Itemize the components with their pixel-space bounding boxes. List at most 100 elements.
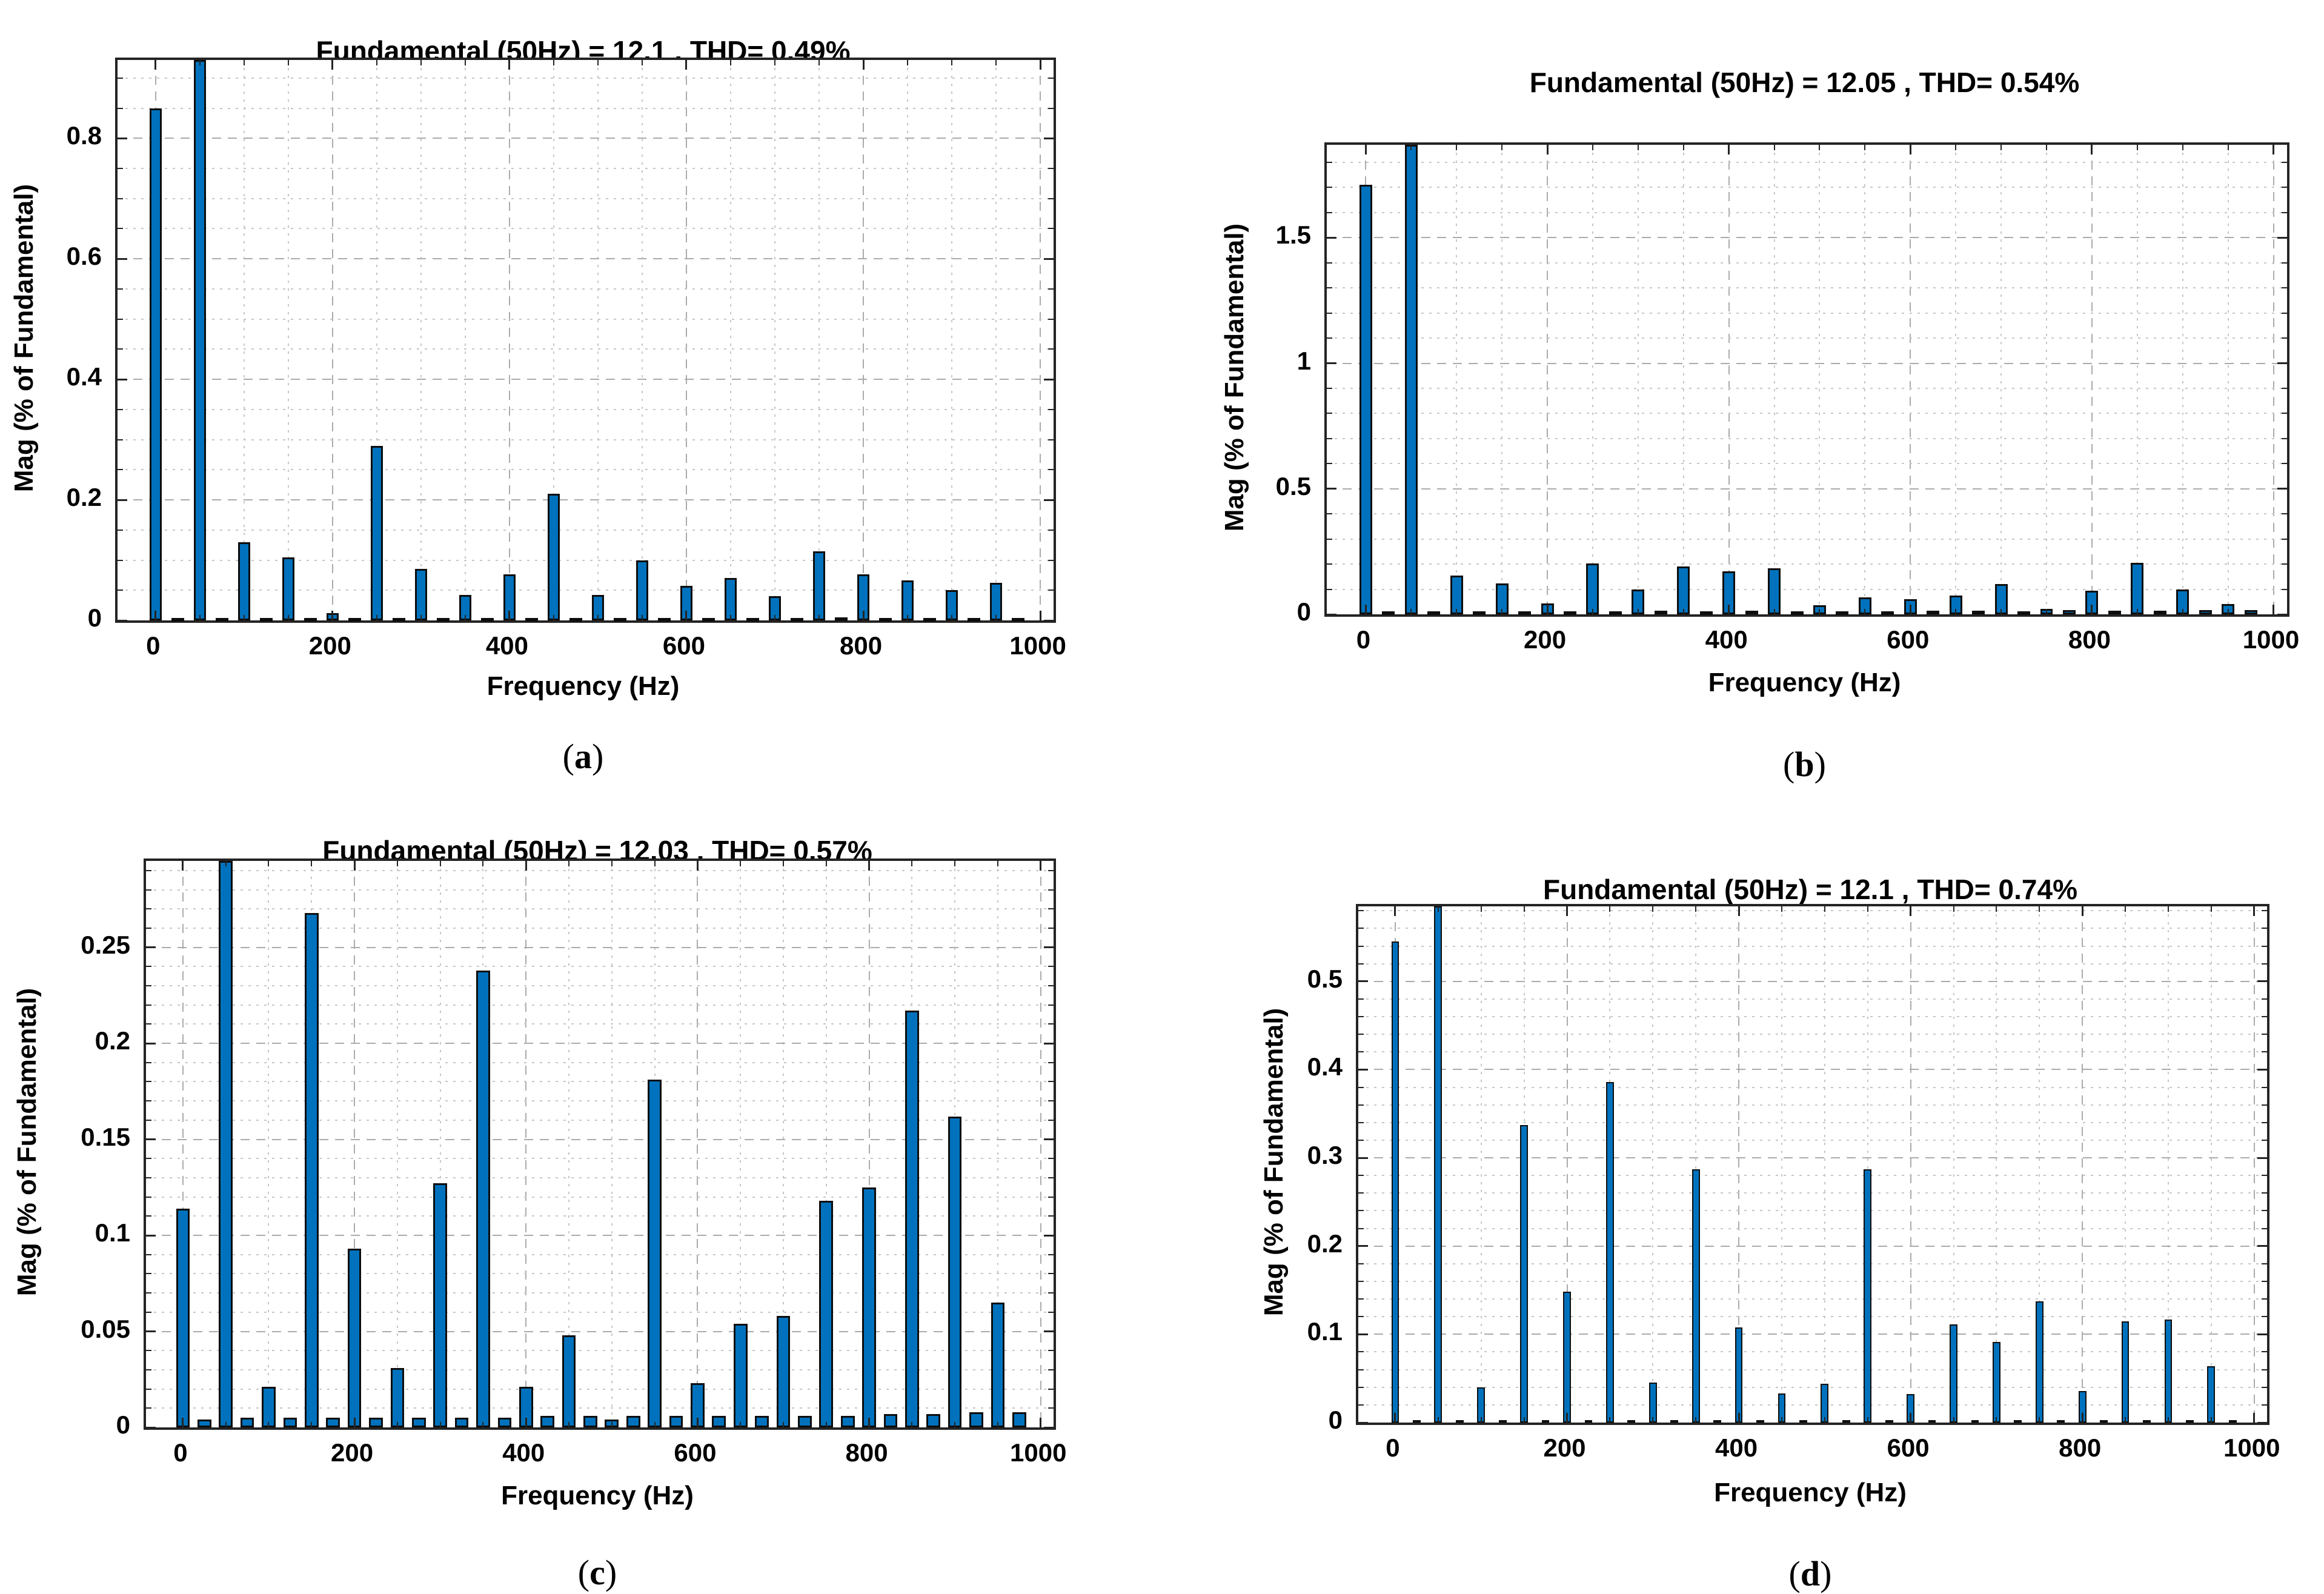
- tick-mark: [951, 60, 953, 65]
- tick-mark: [685, 60, 688, 70]
- bar: [1391, 941, 1399, 1423]
- tick-mark: [118, 257, 127, 260]
- tick-mark: [1824, 906, 1825, 912]
- gridline-y-minor: [1358, 1104, 2267, 1106]
- tick-mark: [954, 1422, 956, 1427]
- tick-mark: [907, 615, 909, 620]
- tick-mark: [1592, 609, 1593, 614]
- tick-mark: [1327, 613, 1336, 616]
- tick-mark: [2282, 413, 2287, 414]
- tick-mark: [597, 60, 599, 65]
- gridline-y-minor: [1358, 945, 2267, 947]
- gridline-y-minor: [118, 168, 1054, 170]
- gridline-y-minor: [1327, 162, 2287, 163]
- tick-mark: [1773, 609, 1775, 614]
- tick-mark: [146, 946, 156, 949]
- gridline-x-major: [2253, 906, 2255, 1423]
- bar: [2153, 611, 2166, 615]
- tick-mark: [2253, 906, 2256, 916]
- caption-paren: ): [1820, 1554, 1832, 1593]
- tick-mark: [997, 861, 998, 866]
- tick-mark: [1048, 1273, 1054, 1275]
- tick-mark: [1327, 287, 1332, 289]
- tick-mark: [482, 861, 484, 866]
- bar: [1756, 1420, 1764, 1423]
- gridline-x-minor: [782, 861, 784, 1427]
- gridline-y-minor: [1358, 1316, 2267, 1318]
- tick-mark: [2210, 906, 2212, 912]
- tick-mark: [2262, 963, 2267, 965]
- tick-mark: [1546, 145, 1549, 154]
- gridline-x-major: [182, 861, 184, 1427]
- gridline-y-minor: [146, 985, 1054, 987]
- tick-mark: [1327, 488, 1336, 490]
- caption-paren: ): [1814, 745, 1826, 784]
- gridline-y-minor: [146, 1388, 1054, 1390]
- tick-mark: [774, 60, 775, 65]
- bar: [1950, 1324, 1957, 1423]
- tick-mark: [287, 615, 289, 620]
- tick-mark: [146, 927, 151, 929]
- tick-mark: [2253, 1413, 2256, 1423]
- tick-mark: [1327, 187, 1332, 188]
- tick-mark: [696, 1418, 699, 1427]
- tick-mark: [2262, 1086, 2267, 1088]
- tick-mark: [146, 889, 151, 891]
- gridline-y-minor: [146, 1292, 1054, 1294]
- gridline-x-minor: [1996, 906, 1997, 1423]
- bar: [454, 1418, 469, 1427]
- tick-mark: [997, 1422, 998, 1427]
- bar: [755, 1415, 769, 1427]
- tick-mark: [1358, 998, 1364, 1000]
- gridline-y-minor: [146, 1061, 1054, 1063]
- tick-mark: [1048, 288, 1054, 290]
- tick-mark: [1480, 906, 1482, 912]
- tick-mark: [268, 861, 270, 866]
- gridline-x-minor: [464, 60, 466, 620]
- tick-mark: [1327, 463, 1332, 465]
- y-tick-label: 0.5: [1275, 471, 1311, 500]
- bar: [1699, 611, 1713, 616]
- gridline-y-minor: [1358, 1404, 2267, 1406]
- tick-mark: [2091, 605, 2093, 614]
- tick-mark: [118, 348, 123, 350]
- tick-mark: [1048, 168, 1054, 170]
- x-axis-label: Frequency (Hz): [1708, 668, 1901, 697]
- bar: [1836, 611, 1849, 616]
- x-tick-label: 600: [1887, 625, 1930, 654]
- gridline-y-minor: [118, 228, 1054, 230]
- tick-mark: [1819, 609, 1821, 614]
- gridline-x-minor: [2182, 145, 2183, 614]
- y-tick-label: 0.2: [95, 1026, 130, 1055]
- bar: [1473, 611, 1486, 616]
- x-tick-label: 600: [662, 631, 705, 660]
- gridline-y-major: [146, 946, 1054, 948]
- tick-mark: [2167, 1417, 2169, 1423]
- tick-mark: [331, 611, 334, 620]
- gridline-x-minor: [1592, 145, 1593, 614]
- tick-mark: [225, 861, 227, 866]
- gridline-y-major: [118, 138, 1054, 139]
- bar: [540, 1415, 554, 1427]
- x-tick-label: 200: [1543, 1433, 1586, 1462]
- bar: [197, 1420, 211, 1427]
- tick-mark: [2262, 945, 2267, 947]
- bar: [393, 618, 405, 622]
- caption-letter: c: [589, 1553, 605, 1592]
- gridline-x-minor: [243, 60, 245, 620]
- tick-mark: [118, 288, 123, 290]
- tick-mark: [1048, 1023, 1054, 1025]
- gridline-x-minor: [2000, 145, 2002, 614]
- tick-mark: [118, 318, 123, 320]
- tick-mark: [2257, 1157, 2267, 1159]
- bar: [1498, 1420, 1507, 1423]
- panel-title: Fundamental (50Hz) = 12.1 , THD= 0.74%: [1543, 874, 2077, 906]
- tick-mark: [420, 60, 422, 65]
- tick-mark: [118, 529, 123, 531]
- x-tick-label: 400: [1705, 625, 1748, 654]
- tick-mark: [146, 908, 151, 910]
- tick-mark: [376, 615, 377, 620]
- tick-mark: [1358, 1227, 1364, 1229]
- gridline-x-minor: [1955, 145, 1957, 614]
- gridline-y-minor: [146, 908, 1054, 910]
